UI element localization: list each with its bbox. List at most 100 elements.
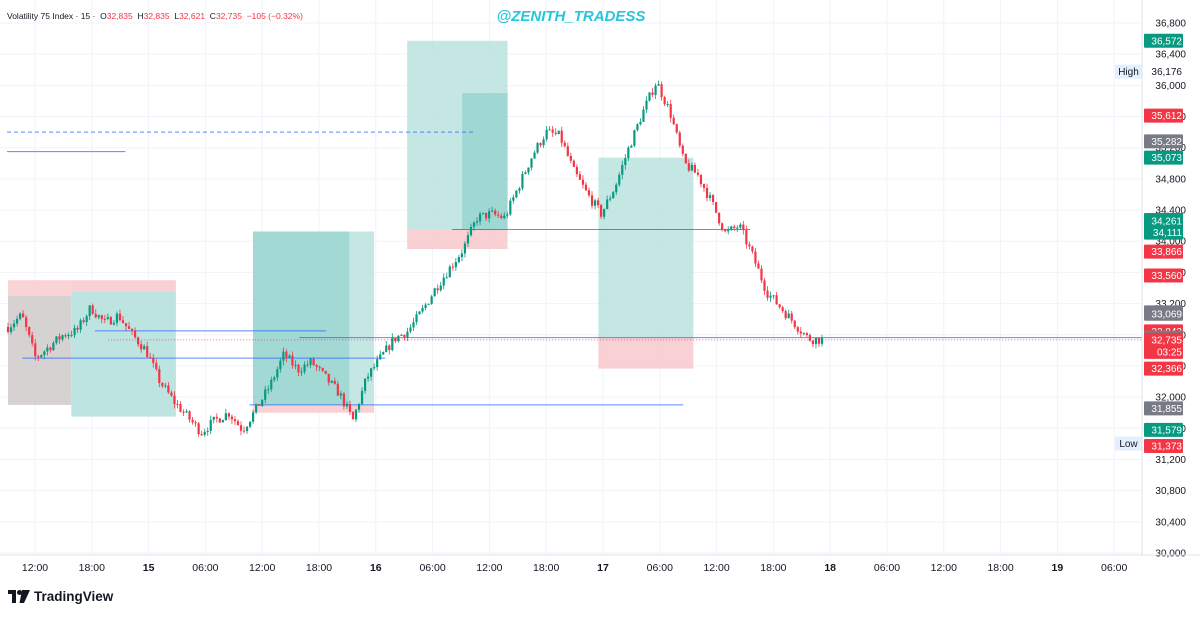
candle-body bbox=[654, 85, 657, 95]
price-tick-label: 34,000 bbox=[1155, 237, 1186, 248]
price-label-text: 36,572 bbox=[1151, 36, 1182, 47]
price-label-box bbox=[1144, 150, 1183, 165]
candle-body bbox=[748, 244, 751, 247]
candle-body bbox=[612, 192, 615, 199]
time-tick-label: 17 bbox=[597, 562, 609, 574]
price-label-box bbox=[1144, 213, 1183, 228]
candle-body bbox=[808, 335, 811, 341]
candle-body bbox=[548, 129, 551, 131]
candle-body bbox=[170, 392, 173, 396]
candle-body bbox=[675, 124, 678, 133]
candle-body bbox=[376, 359, 379, 368]
candle-body bbox=[124, 323, 128, 327]
candle-body bbox=[796, 327, 799, 332]
candle-body bbox=[436, 288, 439, 291]
candle-body bbox=[109, 317, 112, 325]
time-tick-label: 06:00 bbox=[647, 562, 673, 574]
price-tick-label: 34,400 bbox=[1155, 206, 1186, 217]
candle-body bbox=[133, 330, 137, 338]
price-label-box bbox=[1144, 134, 1183, 149]
candle-body bbox=[415, 314, 418, 323]
candle-body bbox=[754, 251, 757, 264]
candle-body bbox=[466, 235, 470, 244]
candle-body bbox=[566, 146, 569, 156]
candle-body bbox=[264, 389, 267, 400]
candle-body bbox=[342, 393, 345, 407]
candle-body bbox=[64, 335, 67, 337]
candle-body bbox=[230, 416, 234, 420]
price-label-box bbox=[1144, 306, 1183, 321]
symbol-legend: Volatility 75 Index · 15 · O32,835 H32,8… bbox=[7, 11, 303, 21]
price-label-text: 33,560 bbox=[1151, 271, 1182, 282]
candle-body bbox=[503, 215, 506, 219]
time-tick-label: 15 bbox=[143, 562, 155, 574]
price-tag-label: Low bbox=[1119, 439, 1138, 450]
candle-body bbox=[149, 357, 152, 359]
candle-body bbox=[197, 423, 200, 435]
price-tick-label: 32,000 bbox=[1155, 393, 1186, 404]
candle-body bbox=[814, 337, 818, 345]
candle-body bbox=[581, 179, 585, 185]
candle-body bbox=[97, 315, 100, 318]
price-axis[interactable]: 30,00030,40030,80031,20031,60032,00032,4… bbox=[1155, 19, 1186, 560]
candle-body bbox=[554, 132, 557, 135]
price-tick-label: 30,800 bbox=[1155, 486, 1186, 497]
candle-body bbox=[400, 334, 403, 336]
candle-body bbox=[533, 152, 536, 159]
candle-body bbox=[672, 117, 675, 125]
candle-body bbox=[221, 420, 224, 423]
candle-body bbox=[693, 164, 697, 173]
candle-body bbox=[12, 323, 16, 328]
candle-body bbox=[478, 213, 482, 222]
price-tag-label: High bbox=[1118, 67, 1139, 78]
horizontal-levels bbox=[7, 131, 1142, 406]
price-tick-label: 36,400 bbox=[1155, 50, 1186, 61]
candle-body bbox=[363, 378, 367, 391]
candle-body bbox=[527, 167, 530, 173]
candle-body bbox=[218, 418, 221, 423]
candle-body bbox=[25, 317, 28, 327]
candle-body bbox=[442, 277, 445, 286]
candle-body bbox=[309, 358, 312, 365]
candle-body bbox=[366, 376, 370, 379]
time-tick-label: 12:00 bbox=[703, 562, 729, 574]
candle-body bbox=[49, 347, 52, 351]
candle-body bbox=[512, 197, 515, 201]
candle-body bbox=[146, 346, 149, 358]
low-value: 32,621 bbox=[179, 11, 206, 21]
time-axis[interactable]: 12:00 18:00 15 06:00 12:00 18:00 16 06:00 12:00 1… bbox=[0, 0, 1200, 574]
candle-body bbox=[28, 326, 31, 336]
candle-body bbox=[70, 334, 73, 336]
candle-body bbox=[55, 336, 58, 343]
price-tick-label: 35,200 bbox=[1155, 143, 1186, 154]
candle-body bbox=[627, 147, 630, 159]
candle-body bbox=[152, 358, 155, 363]
candle-body bbox=[802, 333, 805, 335]
candle-body bbox=[339, 393, 342, 396]
candle-body bbox=[521, 173, 524, 189]
candle-body bbox=[106, 317, 109, 320]
candle-body bbox=[711, 195, 715, 203]
candle-body bbox=[360, 390, 364, 405]
candle-body bbox=[615, 184, 618, 193]
candle-body bbox=[663, 97, 666, 105]
candle-body bbox=[463, 243, 467, 254]
candle-body bbox=[43, 351, 46, 356]
candle-body bbox=[736, 227, 739, 229]
price-label-text: 32,735 bbox=[1151, 335, 1182, 346]
candle-body bbox=[188, 411, 191, 420]
candle-body bbox=[524, 172, 527, 174]
position-zone bbox=[8, 295, 72, 405]
candle-body bbox=[206, 430, 209, 432]
tradingview-logo[interactable]: TradingView bbox=[8, 589, 113, 604]
position-zone bbox=[8, 280, 72, 296]
candle-body bbox=[457, 257, 460, 263]
countdown-label: 03:25 bbox=[1157, 347, 1182, 358]
price-label-text: 34,111 bbox=[1153, 228, 1183, 239]
candle-body bbox=[793, 320, 796, 328]
time-tick-label: 12:00 bbox=[931, 562, 957, 574]
time-tick-label: 12:00 bbox=[249, 562, 275, 574]
candle-body bbox=[569, 155, 572, 161]
candle-body bbox=[85, 316, 88, 323]
